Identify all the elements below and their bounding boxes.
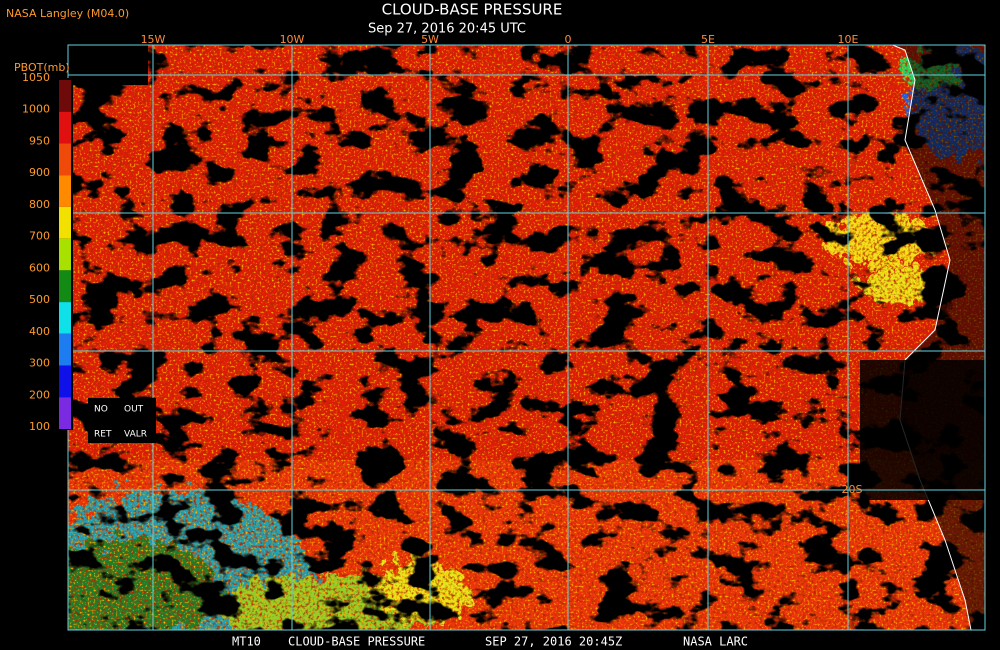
longitude-label: 0: [565, 33, 572, 46]
cloud-field: [68, 45, 985, 630]
longitude-label: 5W: [421, 33, 439, 46]
legend-title: PBOT(mb): [14, 61, 70, 74]
footer-bar: [0, 632, 1000, 650]
legend-label: 950: [29, 134, 50, 147]
latitude-label: 20S: [842, 483, 863, 496]
legend-label: 300: [29, 357, 50, 370]
legend-out: OUT: [124, 405, 144, 415]
footer: MT10 CLOUD-BASE PRESSURE SEP 27, 2016 20:4…: [232, 635, 748, 649]
title: CLOUD-BASE PRESSURE: [382, 1, 563, 19]
legend-no: NO: [94, 405, 108, 415]
legend-label: 100: [29, 420, 50, 433]
legend-swatch: [59, 397, 71, 429]
footer-text: CLOUD-BASE PRESSURE: [288, 635, 425, 649]
legend-label: 1050: [22, 71, 50, 84]
legend-swatch: [59, 80, 71, 112]
longitude-label: 10E: [838, 33, 859, 46]
legend-swatch: [59, 238, 71, 271]
legend-label: 900: [29, 166, 50, 179]
legend-label: 200: [29, 388, 50, 401]
legend-swatch: [59, 365, 71, 398]
legend-swatch: [59, 206, 71, 239]
legend-label: 800: [29, 198, 50, 211]
longitude-label: 15W: [141, 33, 166, 46]
legend-box: [88, 398, 156, 443]
legend-swatch: [59, 302, 71, 334]
longitude-label: 10W: [280, 33, 305, 46]
legend-label: 600: [29, 261, 50, 274]
legend-swatch: [59, 270, 71, 303]
legend-swatch: [59, 143, 71, 176]
legend-label: 500: [29, 293, 50, 306]
legend-label: 1000: [22, 103, 50, 116]
footer-text: MT10: [232, 635, 261, 649]
legend-valr: VALR: [124, 430, 147, 440]
longitude-label: 5E: [701, 33, 715, 46]
footer-text: NASA LARC: [683, 635, 748, 649]
legend-swatch: [59, 111, 71, 144]
legend-label: 700: [29, 230, 50, 243]
timestamp: Sep 27, 2016 20:45 UTC: [368, 22, 526, 37]
legend-ret: RET: [94, 430, 112, 440]
legend-label: 400: [29, 325, 50, 338]
legend-swatch: [59, 333, 71, 366]
footer-text: SEP 27, 2016 20:45Z: [485, 635, 622, 649]
graticule: 15W 10W 5W 0 5E 10E 20S: [67, 33, 986, 631]
source: NASA Langley (M04.0): [6, 7, 129, 20]
legend-swatch: [59, 175, 71, 207]
legend: 1050 1000 950 900 800 700 600 500 400 300 200 100: [22, 71, 71, 433]
